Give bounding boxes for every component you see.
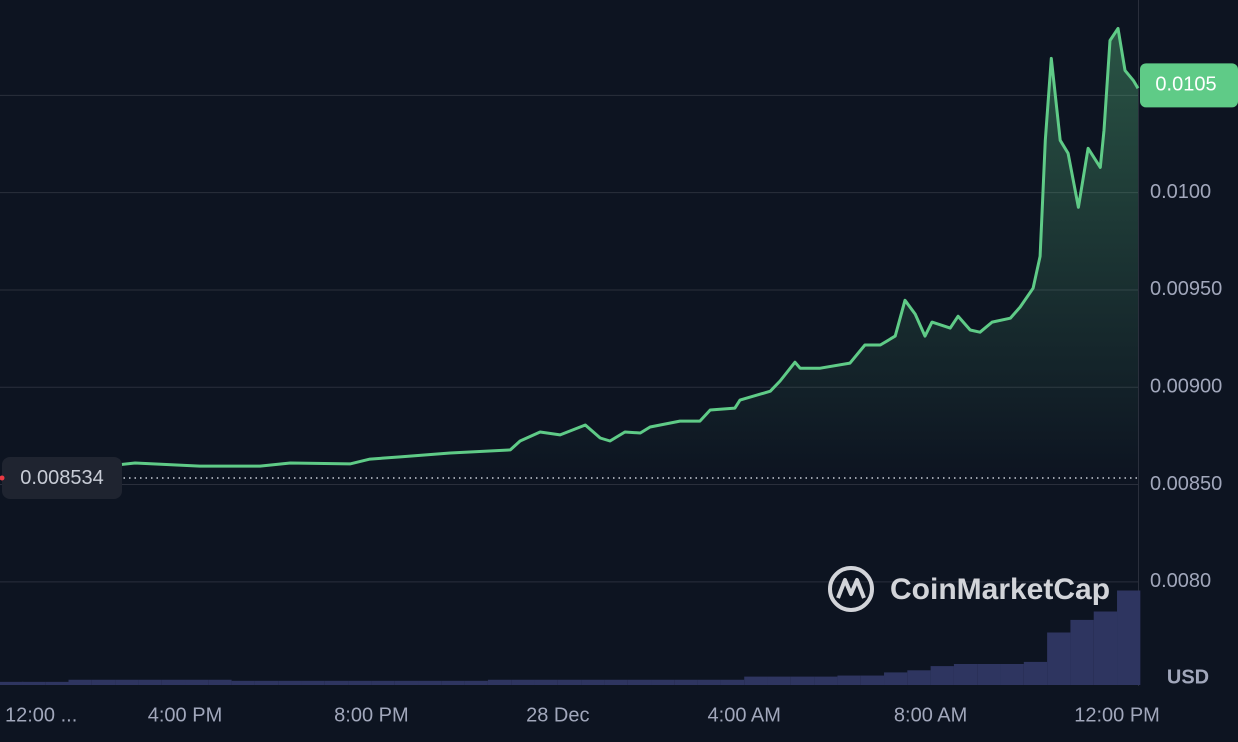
volume-bar	[604, 679, 628, 685]
volume-bar	[231, 680, 255, 685]
volume-bar	[511, 679, 535, 685]
volume-bar	[301, 680, 325, 685]
volume-bar	[930, 666, 954, 685]
x-tick-label: 28 Dec	[526, 704, 589, 726]
open-price-chip	[2, 456, 122, 499]
volume-bar	[394, 680, 419, 685]
watermark-logo-mark	[836, 578, 866, 599]
volume-bar	[557, 679, 582, 685]
volume-bar	[720, 679, 745, 685]
volume-bar	[790, 676, 815, 685]
volume-bar	[953, 664, 978, 685]
watermark: CoinMarketCap	[828, 566, 1110, 612]
volume-bar	[68, 679, 92, 685]
volume-bar	[441, 680, 465, 685]
volume-bar	[814, 676, 838, 685]
volume-bar	[1070, 619, 1094, 685]
volume-bar	[1117, 590, 1141, 685]
volume-bar	[348, 680, 372, 685]
volume-bar	[324, 680, 349, 685]
volume-bar	[21, 681, 46, 685]
watermark-text: CoinMarketCap	[890, 573, 1110, 606]
y-tick-label: 0.00900	[1150, 376, 1222, 398]
volume-bar	[767, 676, 791, 685]
y-tick-label: 0.0100	[1150, 181, 1211, 203]
volume-bar	[371, 680, 395, 685]
volume-bar	[1093, 611, 1118, 685]
volume-bar	[91, 679, 116, 685]
open-price-label: 0.008534	[20, 467, 103, 489]
volume-bar	[837, 675, 861, 685]
volume-bar	[208, 679, 232, 685]
y-tick-label: 0.00950	[1150, 278, 1222, 300]
volume-bar	[674, 679, 698, 685]
x-tick-label: 4:00 PM	[148, 704, 222, 726]
volume-bar	[138, 679, 162, 685]
volume-bar	[744, 676, 768, 685]
current-price-label: 0.0105	[1155, 74, 1216, 96]
volume-bar	[651, 679, 675, 685]
volume-bar	[464, 680, 488, 685]
volume-bar	[627, 679, 652, 685]
volume-bar	[254, 680, 279, 685]
volume-bar	[884, 672, 908, 685]
volume-bar	[161, 679, 186, 685]
volume-bar	[1023, 661, 1048, 685]
x-tick-label: 12:00 PM	[1074, 704, 1160, 726]
volume-bar	[1000, 664, 1024, 685]
volume-bar	[487, 679, 512, 685]
open-price-dot	[0, 475, 5, 481]
volume-bar	[0, 681, 24, 685]
y-tick-label: 0.00850	[1150, 473, 1222, 495]
volume-bar	[1047, 632, 1071, 685]
volume-bar	[907, 670, 931, 685]
volume-bar	[860, 675, 885, 685]
x-tick-label: 12:00 ...	[5, 704, 77, 726]
volume-bar	[278, 680, 302, 685]
price-line	[89, 26, 1140, 470]
x-tick-label: 4:00 AM	[708, 704, 781, 726]
x-tick-label: 8:00 PM	[334, 704, 408, 726]
currency-label: USD	[1167, 666, 1209, 688]
volume-bar	[185, 679, 209, 685]
volume-bar	[697, 679, 721, 685]
y-tick-label: 0.0080	[1150, 570, 1211, 592]
volume-bar	[534, 679, 558, 685]
price-area	[89, 28, 1138, 478]
watermark-logo	[828, 566, 874, 612]
volume-bar	[581, 679, 605, 685]
volume-bar	[977, 664, 1001, 685]
x-tick-label: 8:00 AM	[894, 704, 967, 726]
current-price-badge	[1140, 63, 1238, 108]
volume-bar	[418, 680, 442, 685]
volume-bar	[45, 681, 69, 685]
volume-bar	[115, 679, 139, 685]
